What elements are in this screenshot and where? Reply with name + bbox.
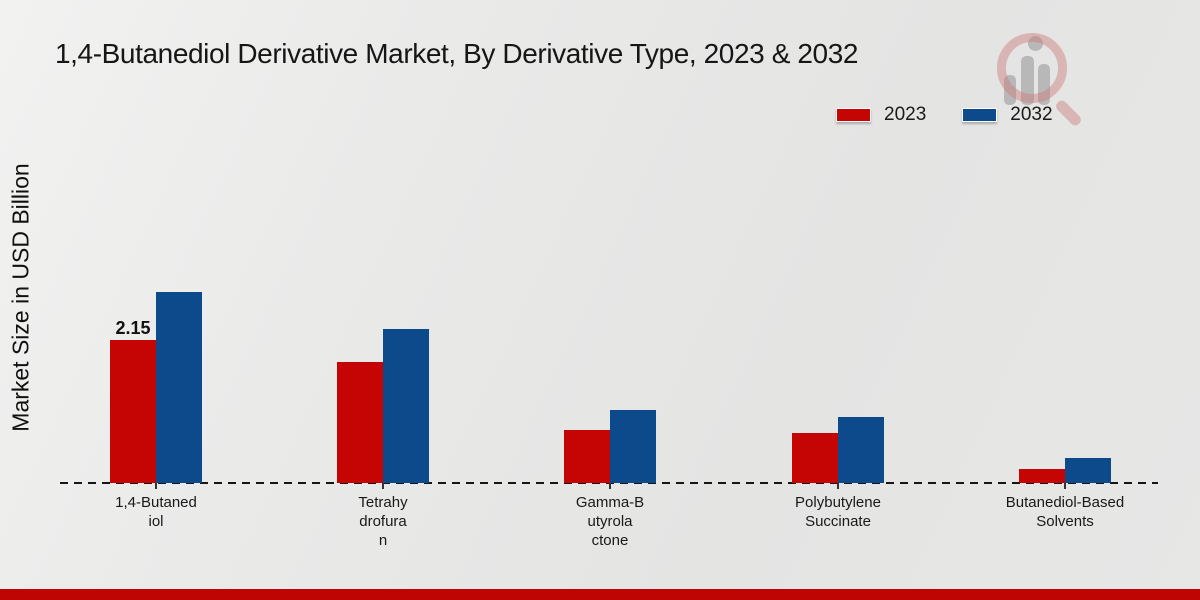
category-label: Butanediol-Based Solvents: [1005, 494, 1125, 530]
category-label: Polybutylene Succinate: [795, 494, 881, 530]
category-label: Gamma-B utyrola ctone: [575, 494, 645, 549]
legend-swatch-2023: [836, 108, 871, 122]
magnifier-handle-icon: [1054, 98, 1083, 128]
legend-swatch-2032: [962, 108, 998, 122]
bar-2032: [838, 417, 884, 483]
footer-red-strip: [0, 589, 1200, 600]
bar-2023: [564, 430, 610, 483]
bar-2032: [610, 410, 656, 483]
bar-2023: [110, 340, 156, 483]
legend-label-2023: 2023: [884, 104, 927, 125]
bar-group: [1019, 458, 1111, 483]
bar-2023: [337, 362, 383, 483]
bar-group: [792, 417, 884, 483]
bar-2032: [156, 292, 202, 483]
category-label: Tetrahy drofura n: [358, 494, 408, 549]
bar-group: [337, 329, 429, 483]
category-tick: [155, 483, 157, 489]
category-label: 1,4-Butaned iol: [115, 494, 197, 530]
chart-title: 1,4-Butanediol Derivative Market, By Der…: [55, 38, 859, 69]
category-tick: [1064, 483, 1066, 489]
bar-value-label: 2.15: [115, 318, 151, 338]
legend-item-2032: 2032: [962, 104, 1053, 126]
bar-2023: [1019, 469, 1065, 483]
watermark-logo: [990, 28, 1100, 158]
legend: 2023 2032: [836, 104, 1053, 126]
category-tick: [837, 483, 839, 489]
bar-group: [564, 410, 656, 483]
category-tick: [609, 483, 611, 489]
bar-2032: [1065, 458, 1111, 483]
category-tick: [382, 483, 384, 489]
bar-2032: [383, 329, 429, 483]
magnifier-ring-icon: [997, 33, 1067, 103]
legend-item-2023: 2023: [836, 104, 926, 126]
legend-label-2032: 2032: [1010, 104, 1053, 125]
bar-group: [110, 292, 202, 483]
bar-2023: [792, 433, 838, 483]
